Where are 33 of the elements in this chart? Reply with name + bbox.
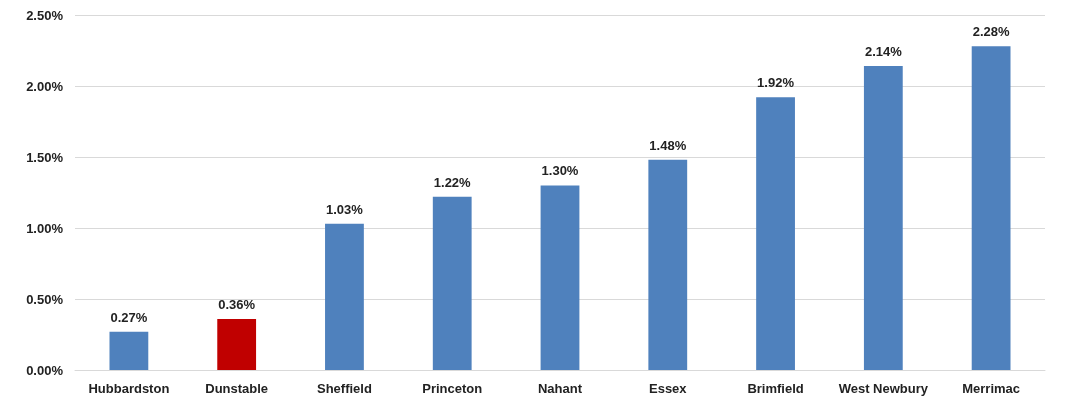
y-tick-label: 0.50% (26, 291, 64, 307)
y-tick-label: 2.00% (26, 78, 64, 94)
y-tick-label: 1.00% (26, 220, 64, 236)
data-label: 1.48% (649, 137, 687, 153)
data-label: 1.30% (541, 163, 579, 179)
bar (540, 185, 580, 370)
bar (325, 223, 364, 370)
data-label: 1.22% (433, 174, 472, 190)
y-tick-label: 2.50% (26, 7, 64, 23)
x-tick-label: Merrimac (962, 381, 1021, 396)
x-tick-label: Dunstable (205, 381, 269, 396)
bar (756, 97, 795, 370)
data-label: 1.92% (757, 75, 795, 91)
data-label: 0.27% (110, 309, 148, 325)
x-tick-label: Nahant (537, 381, 583, 396)
x-tick-label: Princeton (422, 381, 483, 396)
data-label: 1.03% (326, 201, 364, 217)
bar (217, 318, 257, 370)
x-tick-label: Brimfield (747, 381, 804, 396)
x-tick-label: Sheffield (316, 381, 372, 396)
x-tick-label: Essex (648, 381, 688, 396)
y-tick-label: 1.50% (26, 149, 64, 165)
data-label: 2.14% (864, 44, 903, 60)
bar (648, 159, 688, 370)
y-tick-label: 0.00% (26, 362, 64, 378)
bar (109, 331, 149, 370)
x-tick-label: Hubbardston (88, 381, 170, 396)
bar (863, 66, 903, 370)
data-label: 0.36% (218, 296, 256, 312)
x-tick-label: West Newbury (838, 381, 929, 396)
bar (971, 46, 1011, 370)
data-label: 2.28% (972, 24, 1010, 40)
bar (432, 196, 472, 370)
